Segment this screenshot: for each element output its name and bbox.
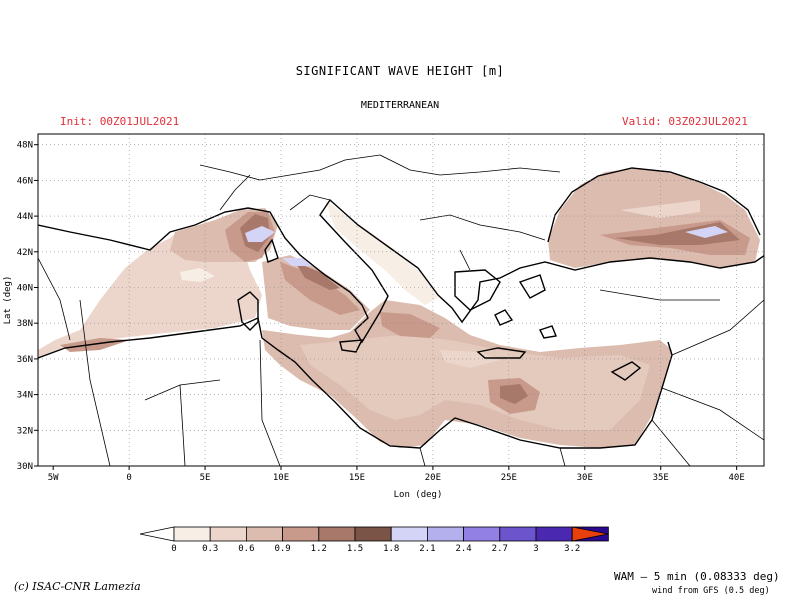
lon-tick-label: 20E — [425, 473, 441, 483]
lat-tick-label: 46N — [17, 176, 33, 186]
lon-tick-label: 25E — [501, 473, 517, 483]
map-subtitle: MEDITERRANEAN — [360, 100, 440, 111]
lat-tick-label: 36N — [17, 355, 33, 365]
lat-tick-label: 42N — [17, 248, 33, 258]
legend-swatch — [318, 526, 356, 542]
valid-time-label: Valid: 03Z02JUL2021 — [622, 115, 748, 128]
legend-label: 2.1 — [419, 544, 435, 554]
lon-tick-label: 40E — [729, 473, 745, 483]
lon-tick-label: 35E — [653, 473, 669, 483]
lon-tick-label: 5E — [200, 473, 211, 483]
legend-label: 3.2 — [564, 544, 580, 554]
lat-tick-label: 44N — [17, 212, 33, 222]
legend-over-arrow — [571, 526, 609, 542]
legend-label: 2.4 — [455, 544, 471, 554]
wind-note: wind from GFS (0.5 deg) — [652, 586, 770, 596]
x-axis-label: Lon (deg) — [394, 490, 443, 500]
lon-tick-label: 5W — [48, 473, 59, 483]
legend-swatch — [245, 526, 283, 542]
model-note: WAM – 5 min (0.08333 deg) — [614, 570, 780, 583]
color-legend: 0 0.3 0.6 0.9 1.2 1.5 1.8 2.1 2.4 2.7 3 3.2 — [139, 526, 609, 554]
lat-tick-label: 38N — [17, 319, 33, 329]
coastlines — [38, 167, 764, 449]
legend-swatch — [499, 526, 537, 542]
lat-tick-label: 32N — [17, 426, 33, 436]
map-title: SIGNIFICANT WAVE HEIGHT [m] — [295, 64, 505, 78]
legend-label: 0 — [171, 544, 176, 554]
plot-frame — [37, 133, 765, 467]
lat-tick-label: 34N — [17, 391, 33, 401]
legend-label: 0.3 — [202, 544, 218, 554]
axis-ticks: 5W 0 5E 10E 15E 20E 25E 30E 35E 40E 30N 32N 34N 36N 38… — [17, 141, 745, 483]
legend-swatch — [426, 526, 464, 542]
country-borders — [38, 154, 764, 466]
legend-swatch — [463, 526, 501, 542]
lon-tick-label: 15E — [349, 473, 365, 483]
lat-tick-label: 30N — [17, 462, 33, 472]
lon-tick-label: 10E — [273, 473, 289, 483]
legend-swatch — [282, 526, 320, 542]
legend-label: 1.2 — [311, 544, 327, 554]
credit-text: (c) ISAC-CNR Lamezia — [14, 580, 141, 593]
lat-tick-label: 48N — [17, 141, 33, 151]
y-axis-label: Lat (deg) — [3, 276, 13, 325]
wave-field — [38, 168, 760, 448]
init-time-label: Init: 00Z01JUL2021 — [60, 115, 180, 128]
legend-swatch — [173, 526, 211, 542]
lon-tick-label: 30E — [577, 473, 593, 483]
legend-swatch — [535, 526, 573, 542]
legend-swatch — [390, 526, 428, 542]
legend-under-arrow — [139, 526, 175, 542]
lon-tick-label: 0 — [126, 473, 131, 483]
legend-swatch — [354, 526, 392, 542]
lat-tick-label: 40N — [17, 284, 33, 294]
legend-label: 1.5 — [347, 544, 363, 554]
legend-label: 0.9 — [274, 544, 290, 554]
legend-label: 0.6 — [238, 544, 254, 554]
legend-label: 1.8 — [383, 544, 399, 554]
gridlines — [38, 134, 764, 466]
legend-label: 3 — [533, 544, 538, 554]
legend-swatch — [209, 526, 247, 542]
legend-label: 2.7 — [492, 544, 508, 554]
